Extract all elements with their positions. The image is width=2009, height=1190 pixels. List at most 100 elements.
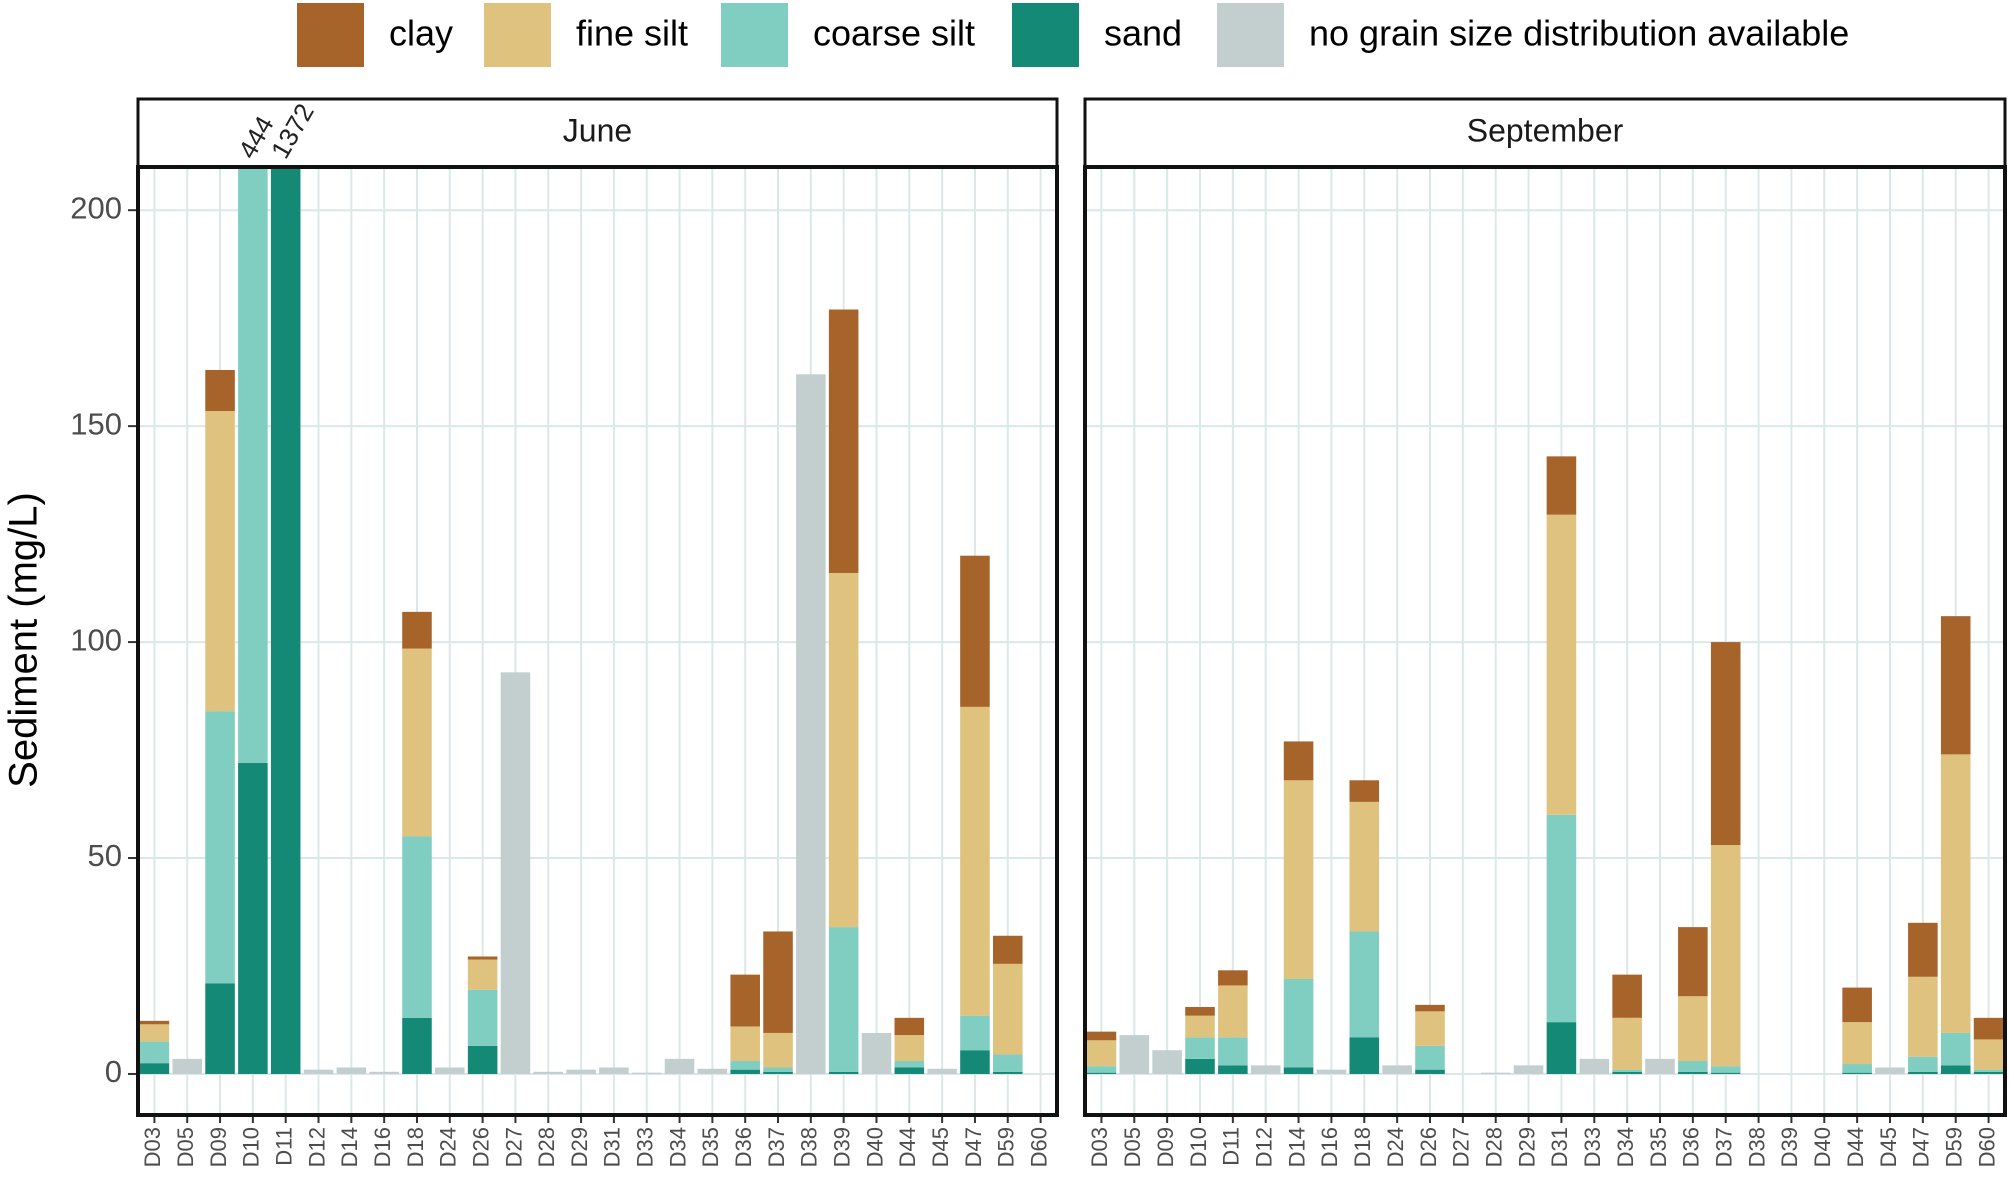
x-tick-label: D37	[764, 1127, 789, 1167]
bar-segment	[730, 1061, 760, 1070]
bar-segment	[828, 1071, 859, 1074]
bar-segment	[1316, 1069, 1347, 1074]
bar-segment	[205, 369, 235, 412]
x-tick-label: D37	[1712, 1127, 1737, 1167]
bar-segment	[205, 711, 235, 984]
bar-segment	[467, 989, 498, 1046]
bar-segment	[1842, 1072, 1872, 1074]
x-tick-label: D03	[1087, 1127, 1112, 1167]
bar-segment	[1086, 1040, 1117, 1067]
bar-segment	[1612, 974, 1642, 1018]
bar-segment	[960, 1015, 990, 1051]
x-tick-label: D12	[1252, 1127, 1277, 1167]
facet-title: September	[1467, 112, 1624, 148]
x-tick-label: D47	[1909, 1127, 1934, 1167]
x-tick-label: D24	[436, 1127, 461, 1167]
bar-segment	[1842, 987, 1872, 1023]
bar-segment	[1283, 741, 1314, 781]
legend-key	[1217, 3, 1284, 67]
bar-segment	[139, 1020, 170, 1025]
bar-segment	[435, 1067, 465, 1074]
x-tick-label: D28	[1482, 1127, 1507, 1167]
bar-segment	[1218, 985, 1248, 1038]
bar-segment	[1908, 1056, 1938, 1072]
bar-segment	[1250, 1065, 1281, 1074]
bar-segment	[1973, 1069, 2004, 1072]
bar-segment	[1480, 1072, 1511, 1074]
x-tick-label: D09	[1153, 1127, 1178, 1167]
panel-border	[1083, 165, 2007, 1117]
bar-segment	[828, 927, 859, 1072]
x-tick-label: D29	[1514, 1127, 1539, 1167]
bar-segment	[1710, 845, 1741, 1067]
x-tick-label: D05	[173, 1127, 198, 1167]
bar-segment	[205, 411, 235, 712]
bar-segment	[1415, 1045, 1445, 1070]
bar-segment	[927, 1068, 957, 1074]
x-tick-label: D38	[1744, 1127, 1769, 1167]
bar-segment	[1152, 1050, 1182, 1074]
bar-segment	[1678, 1071, 1708, 1074]
y-tick-label: 200	[70, 190, 122, 225]
bar-segment	[1546, 1022, 1577, 1074]
x-tick-label: D36	[1679, 1127, 1704, 1167]
x-tick-label: D35	[1646, 1127, 1671, 1167]
bar-segment	[1415, 1004, 1445, 1012]
bar-segment	[599, 1067, 629, 1074]
bar-segment	[402, 1017, 432, 1074]
bar-segment	[894, 1035, 925, 1062]
x-tick-label: D36	[731, 1127, 756, 1167]
x-tick-label: D09	[206, 1127, 231, 1167]
bar-segment	[1678, 1061, 1708, 1072]
bar-segment	[1973, 1071, 2004, 1074]
x-tick-label: D59	[994, 1127, 1019, 1167]
bar-segment	[1645, 1058, 1675, 1074]
bar-segment	[992, 1054, 1023, 1072]
bar-segment	[1710, 642, 1741, 846]
bar-segment	[894, 1067, 925, 1074]
x-tick-label: D31	[1547, 1127, 1572, 1167]
bar-segment	[500, 672, 531, 1074]
y-tick-label: 50	[88, 838, 122, 873]
bar-segment	[1283, 1067, 1314, 1074]
x-tick-label: D14	[337, 1127, 362, 1167]
x-tick-label: D26	[1416, 1127, 1441, 1167]
bar-segment	[960, 1050, 990, 1074]
bar-segment	[467, 956, 498, 960]
bar-segment	[1185, 1015, 1215, 1038]
bar-segment	[303, 1069, 334, 1074]
legend-label: sand	[1104, 13, 1182, 54]
y-tick-label: 100	[70, 622, 122, 657]
bar-segment	[1349, 780, 1380, 802]
bar-segment	[894, 1017, 925, 1036]
bar-segment	[270, 167, 301, 1074]
bar-segment	[1185, 1058, 1215, 1074]
x-tick-label: D16	[370, 1127, 395, 1167]
bar-segment	[960, 555, 990, 707]
x-tick-label: D29	[567, 1127, 592, 1167]
bar-segment	[1875, 1067, 1905, 1074]
bar-segment	[992, 1071, 1023, 1074]
bar-segment	[1612, 1069, 1642, 1072]
x-tick-label: D26	[468, 1127, 493, 1167]
bar-segment	[1382, 1065, 1412, 1074]
x-tick-label: D39	[1777, 1127, 1802, 1167]
x-tick-label: D44	[895, 1127, 920, 1167]
x-tick-label: D45	[928, 1127, 953, 1167]
x-tick-label: D60	[1974, 1127, 1999, 1167]
bar-segment	[763, 1032, 793, 1068]
y-axis-label: Sediment (mg/L)	[2, 492, 46, 788]
bar-segment	[796, 374, 826, 1074]
bar-segment	[467, 959, 498, 990]
bar-segment	[1546, 814, 1577, 1023]
x-tick-label: D24	[1383, 1127, 1408, 1167]
x-tick-label: D27	[501, 1127, 526, 1167]
x-tick-label: D03	[140, 1127, 165, 1167]
bar-segment	[1579, 1058, 1610, 1074]
x-tick-label: D11	[1219, 1127, 1244, 1166]
bar-segment	[992, 963, 1023, 1055]
bar-segment	[631, 1072, 662, 1074]
bar-segment	[763, 1071, 793, 1074]
bar-segment	[828, 309, 859, 573]
